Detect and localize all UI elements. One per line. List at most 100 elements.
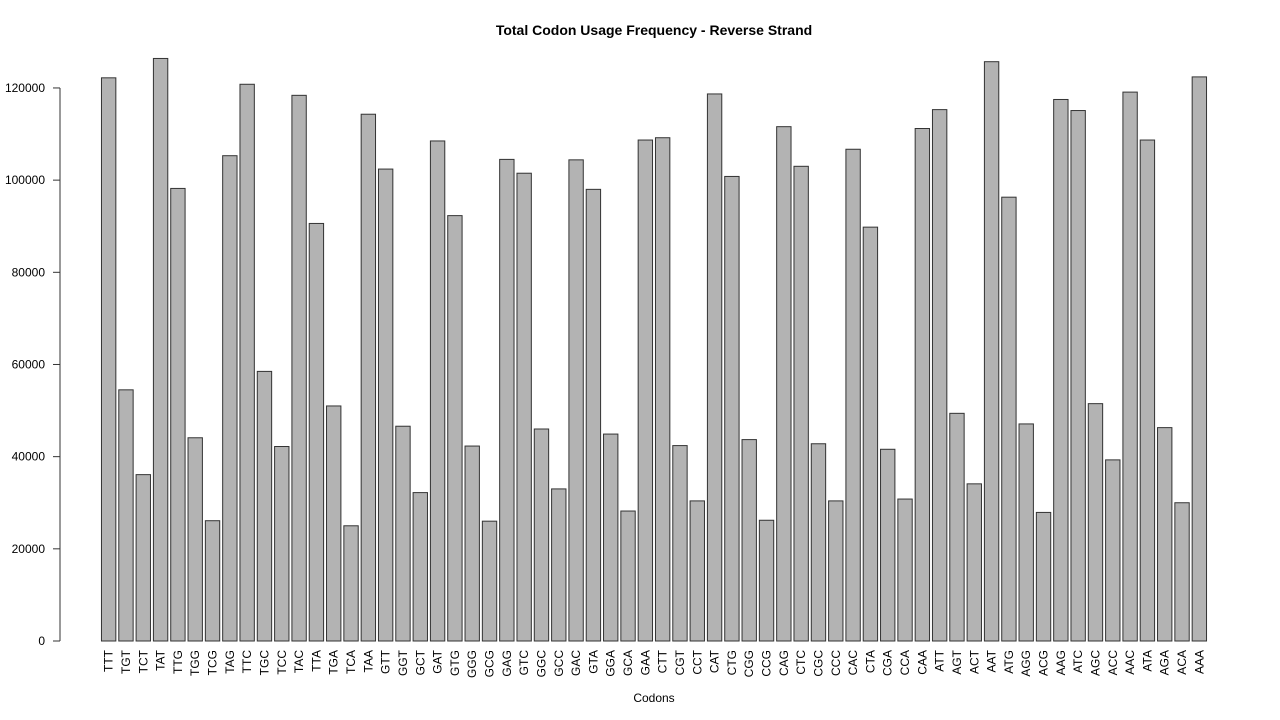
bar-tct [135, 474, 151, 642]
x-tick-label-cag: CAG [777, 650, 791, 676]
bar-ccc [828, 500, 844, 642]
bar-gag [499, 158, 515, 642]
x-tick-label-cac: CAC [846, 650, 860, 676]
x-tick-label-gga: GGA [604, 650, 618, 677]
bar-cag [776, 126, 792, 642]
x-tick-label-att: ATT [933, 649, 947, 671]
bar-agg [1018, 423, 1034, 642]
bar-tac [291, 94, 307, 642]
x-tick-label-act: ACT [967, 649, 981, 674]
x-tick-label-gcg: GCG [483, 650, 497, 677]
bar-act [966, 483, 982, 642]
x-tick-label-ttc: TTC [240, 650, 254, 674]
bar-agc [1087, 403, 1104, 642]
x-tick-label-cgc: CGC [811, 650, 825, 677]
bar-tta [308, 222, 325, 642]
x-tick-label-ctt: CTT [656, 649, 670, 673]
x-tick-labels: TTT TGT TCT TAT TTG TGG TCG TAG TTC TGC TCC TAC TTA T… [102, 649, 1207, 678]
x-tick-label-acc: ACC [1106, 650, 1120, 676]
x-tick-label-ccg: CCG [760, 650, 774, 677]
x-tick-label-tct: TCT [136, 649, 150, 673]
x-tick-label-tga: TGA [327, 650, 341, 675]
bar-gcc [551, 488, 567, 642]
bar-gcg [481, 520, 498, 642]
x-tick-label-aga: AGA [1158, 650, 1172, 675]
bar-tgg [187, 437, 203, 642]
x-tick-label-cca: CCA [898, 650, 912, 675]
x-tick-label-gag: GAG [500, 650, 514, 677]
x-tick-label-agt: AGT [950, 649, 964, 674]
bar-att [931, 109, 948, 642]
y-axis: 0 20000 40000 60000 80000 100000 120000 [5, 81, 61, 648]
bar-atc [1070, 110, 1086, 642]
bar-ttg [170, 187, 186, 642]
bar-ccg [758, 519, 775, 642]
y-tick-label: 80000 [12, 265, 46, 279]
x-tick-label-caa: CAA [915, 650, 929, 675]
x-tick-label-ccc: CCC [829, 650, 843, 676]
bar-tgt [118, 389, 134, 642]
bar-tca [343, 525, 359, 642]
bar-cgc [810, 443, 827, 642]
bar-ata [1139, 139, 1156, 642]
bar-tcg [204, 520, 221, 642]
bar-cga [880, 448, 896, 642]
x-tick-label-tca: TCA [344, 650, 358, 674]
x-tick-label-tat: TAT [154, 649, 168, 671]
x-tick-label-tac: TAC [292, 650, 306, 673]
bar-ggc [533, 428, 550, 642]
x-tick-label-acg: ACG [1037, 650, 1051, 676]
x-tick-label-gcc: GCC [552, 650, 566, 677]
chart-title: Total Codon Usage Frequency - Reverse St… [496, 22, 812, 38]
bar-gga [603, 433, 619, 642]
bar-acc [1105, 459, 1121, 642]
bar-gaa [637, 139, 654, 642]
bars-group [100, 57, 1208, 642]
x-tick-label-ttt: TTT [102, 649, 116, 672]
y-tick-label: 20000 [12, 542, 46, 556]
bar-gac [568, 159, 584, 642]
bar-tga [326, 405, 342, 642]
x-tick-label-gtg: GTG [448, 650, 462, 676]
x-tick-label-aag: AAG [1054, 650, 1068, 675]
bar-cgt [672, 445, 688, 642]
bar-aag [1053, 98, 1069, 642]
x-tick-label-tgg: TGG [188, 650, 202, 676]
bar-aca [1174, 502, 1190, 642]
bar-gct [412, 492, 428, 642]
x-tick-label-gat: GAT [431, 649, 445, 673]
bar-acg [1035, 511, 1052, 642]
x-tick-label-agc: AGC [1088, 650, 1102, 676]
x-tick-label-atg: ATG [1002, 650, 1016, 674]
x-tick-label-gca: GCA [621, 650, 635, 676]
x-tick-label-cga: CGA [881, 650, 895, 676]
bar-atg [1001, 196, 1017, 642]
bar-agt [949, 412, 965, 642]
bar-aat [983, 61, 1000, 642]
bar-cgg [741, 439, 757, 642]
bar-aaa [1191, 76, 1208, 642]
x-tick-label-gta: GTA [586, 650, 600, 674]
bar-ttc [239, 83, 255, 642]
x-tick-label-aac: AAC [1123, 650, 1137, 675]
bar-cta [862, 226, 879, 642]
x-tick-label-ttg: TTG [171, 650, 185, 674]
x-tick-label-ata: ATA [1140, 650, 1154, 672]
bar-taa [360, 113, 377, 642]
x-tick-label-gaa: GAA [638, 650, 652, 675]
bar-gta [585, 188, 602, 642]
x-tick-label-atc: ATC [1071, 650, 1085, 673]
x-tick-label-tcg: TCG [206, 650, 220, 675]
bar-gat [429, 140, 446, 642]
x-tick-label-tgt: TGT [119, 649, 133, 674]
x-tick-label-aaa: AAA [1192, 650, 1206, 674]
bar-gca [620, 510, 636, 642]
x-axis-label: Codons [633, 691, 674, 705]
x-tick-label-taa: TAA [361, 650, 375, 672]
bar-ctt [654, 137, 671, 642]
bar-ggg [464, 445, 480, 642]
x-tick-label-agg: AGG [1019, 650, 1033, 677]
y-tick-label: 40000 [12, 450, 46, 464]
x-tick-label-cgt: CGT [673, 649, 687, 675]
